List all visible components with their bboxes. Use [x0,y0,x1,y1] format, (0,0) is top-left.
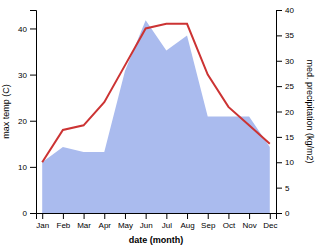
y2-axis: 0 5 10 15 20 25 30 35 40 [276,6,294,218]
tick: 35 [276,31,294,40]
tick-mark [228,213,229,219]
tick: 30 [276,57,294,66]
tick-label: Oct [223,221,236,230]
tick-mark [276,213,282,214]
tick-mark [276,188,282,189]
tick-mark [187,213,188,219]
tick-label: Jan [36,221,49,230]
y-axis: 0 10 20 30 40 [18,11,36,219]
axis-line [37,214,277,220]
tick-label: 40 [18,25,27,34]
tick-label: Jul [162,221,172,230]
tick: Aug [180,213,194,230]
tick: 0 [276,209,290,218]
tick-label: 15 [285,133,294,142]
tick-mark [166,213,167,219]
tick-mark [30,75,36,76]
tick: 0 [23,209,36,218]
tick-label: 30 [285,57,294,66]
tick-label: 35 [285,31,294,40]
tick-label: Mar [77,221,91,230]
tick-mark [276,112,282,113]
tick-mark [276,137,282,138]
tick-mark [30,121,36,122]
tick-mark [146,213,147,219]
tick-label: May [118,221,133,230]
tick-label: Feb [56,221,70,230]
tick: Jan [36,213,49,230]
tick: 10 [18,163,36,172]
plot: Jan Feb Mar Apr May Jun Jul Aug Sep Oct Nov Dec 0 10 2… [1,6,315,245]
tick: May [118,213,133,230]
tick-mark [276,162,282,163]
tick-label: Dec [263,221,277,230]
tick-mark [84,213,85,219]
tick-mark [276,10,282,11]
axis-line [277,11,283,214]
chart: Jan Feb Mar Apr May Jun Jul Aug Sep Oct Nov Dec 0 10 2… [0,0,318,247]
tick: 40 [276,6,294,15]
precipitation-area [42,20,270,213]
tick: 15 [276,133,294,142]
tick-label: 20 [18,117,27,126]
tick: Nov [242,213,256,230]
tick-mark [30,28,36,29]
tick-mark [30,213,36,214]
tick: 40 [18,25,36,34]
tick-mark [30,167,36,168]
tick: Feb [56,213,70,230]
tick-label: Aug [180,221,194,230]
x-axis: Jan Feb Mar Apr May Jun Jul Aug Sep Oct Nov Dec [36,213,277,230]
tick: Jul [162,213,172,230]
tick-label: 0 [23,209,28,218]
tick-mark [276,86,282,87]
tick-label: Nov [242,221,256,230]
tick-label: Apr [99,221,112,230]
tick-mark [125,213,126,219]
tick: 20 [18,117,36,126]
tick: Sep [201,213,216,230]
tick-mark [270,213,271,219]
tick-label: 10 [18,163,27,172]
tick-mark [276,35,282,36]
y-axis-title: max temp (C) [1,84,11,139]
tick: Oct [223,213,236,230]
tick-mark [276,61,282,62]
tick-mark [42,213,43,219]
tick-label: 5 [285,184,290,193]
tick: Dec [263,213,277,230]
tick-label: 30 [18,71,27,80]
tick-label: Jun [140,221,153,230]
tick: Mar [77,213,91,230]
tick: 25 [276,82,294,91]
marks [42,20,270,213]
tick-label: 20 [285,108,294,117]
tick: 20 [276,108,294,117]
tick: Jun [140,213,153,230]
tick-mark [104,213,105,219]
tick-mark [249,213,250,219]
tick: 5 [276,184,290,193]
temperature-line [42,24,270,162]
tick-label: 10 [285,158,294,167]
tick: Apr [99,213,112,230]
x-axis-title: date (month) [129,235,184,245]
tick: 30 [18,71,36,80]
tick-label: 0 [285,209,290,218]
tick: 10 [276,158,294,167]
y2-axis-title: med. precipitation (kg/m2) [305,59,315,163]
tick-label: 25 [285,82,294,91]
tick-mark [208,213,209,219]
axis-line [30,11,37,214]
tick-label: 40 [285,6,294,15]
tick-mark [63,213,64,219]
tick-label: Sep [201,221,216,230]
